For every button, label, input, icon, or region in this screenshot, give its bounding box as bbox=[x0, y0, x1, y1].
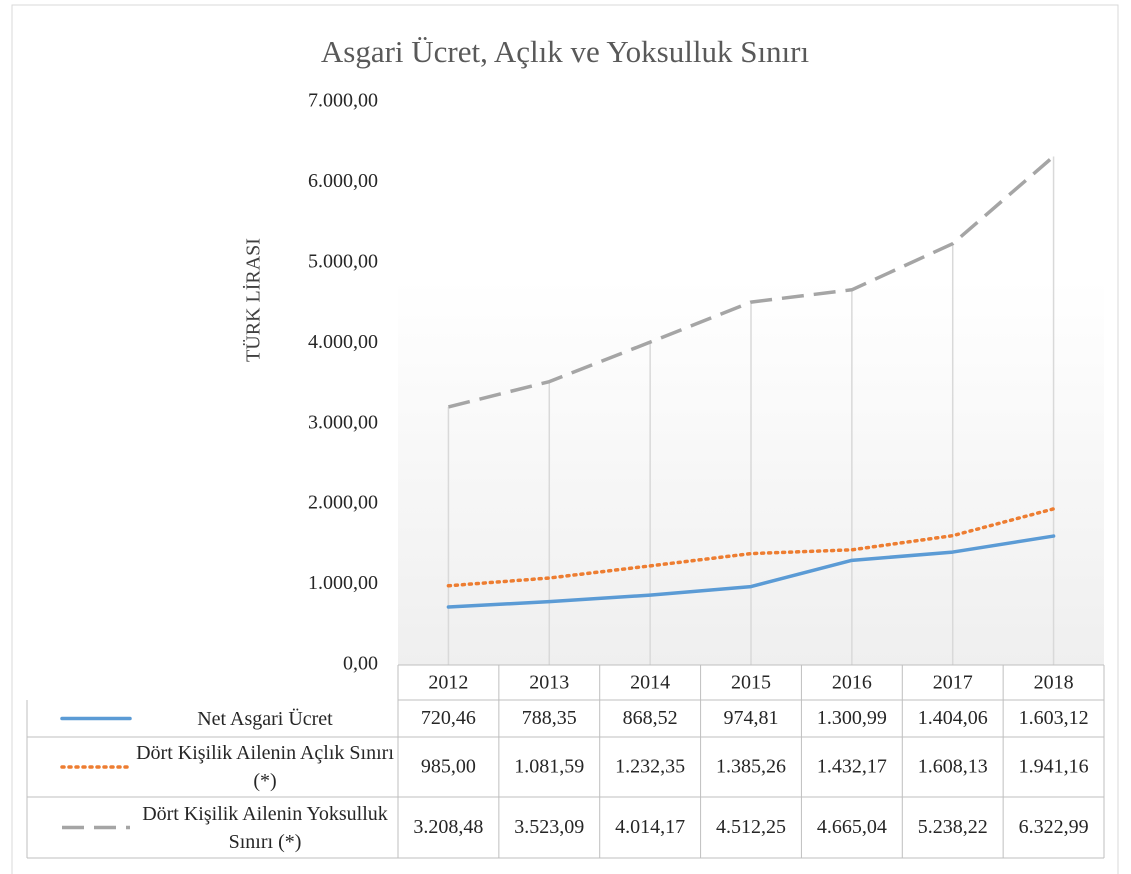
table-value: 5.238,22 bbox=[918, 816, 988, 838]
table-value: 1.603,12 bbox=[1019, 707, 1089, 729]
table-value: 1.300,99 bbox=[817, 707, 887, 729]
series-line bbox=[448, 155, 1055, 409]
table-value: 1.404,06 bbox=[918, 707, 988, 729]
series-line bbox=[446, 534, 1056, 609]
legend-label: Dört Kişilik Ailenin Yoksulluk Sınırı (*… bbox=[142, 802, 388, 853]
table-value: 1.432,17 bbox=[817, 756, 887, 778]
table-value: 3.208,48 bbox=[413, 816, 483, 838]
x-tick-label: 2014 bbox=[630, 672, 670, 694]
table-value: 1.385,26 bbox=[716, 756, 786, 778]
table-value: 1.232,35 bbox=[615, 756, 685, 778]
table-value: 4.665,04 bbox=[817, 816, 887, 838]
x-tick-label: 2015 bbox=[731, 672, 771, 694]
table-value: 6.322,99 bbox=[1019, 816, 1089, 838]
y-tick-label: 0,00 bbox=[343, 653, 378, 675]
y-axis-title: TÜRK LİRASI bbox=[242, 238, 265, 362]
table-value: 868,52 bbox=[623, 707, 678, 729]
legend-label: Dört Kişilik Ailenin Açlık Sınırı (*) bbox=[136, 742, 394, 792]
legend-label: Net Asgari Ücret bbox=[197, 707, 333, 730]
y-tick-label: 3.000,00 bbox=[308, 411, 378, 433]
table-value: 4.512,25 bbox=[716, 816, 786, 838]
y-tick-label: 2.000,00 bbox=[308, 492, 378, 514]
x-tick-label: 2013 bbox=[529, 672, 569, 694]
y-tick-label: 5.000,00 bbox=[308, 250, 378, 272]
x-tick-label: 2018 bbox=[1034, 672, 1074, 694]
y-tick-label: 6.000,00 bbox=[308, 170, 378, 192]
chart-border bbox=[11, 4, 1119, 874]
table-value: 3.523,09 bbox=[514, 816, 584, 838]
table-value: 788,35 bbox=[522, 707, 577, 729]
table-value: 1.081,59 bbox=[514, 756, 584, 778]
series-line bbox=[446, 507, 1056, 588]
table-value: 4.014,17 bbox=[615, 816, 685, 838]
y-tick-label: 1.000,00 bbox=[308, 572, 378, 594]
table-value: 720,46 bbox=[421, 707, 476, 729]
table-value: 1.608,13 bbox=[918, 756, 988, 778]
chart-title: Asgari Ücret, Açlık ve Yoksulluk Sınırı bbox=[321, 34, 810, 69]
table-value: 974,81 bbox=[724, 707, 779, 729]
x-tick-label: 2016 bbox=[832, 672, 872, 694]
x-tick-label: 2017 bbox=[933, 672, 973, 694]
y-tick-label: 4.000,00 bbox=[308, 331, 378, 353]
table-value: 1.941,16 bbox=[1019, 756, 1089, 778]
x-tick-label: 2012 bbox=[428, 672, 468, 694]
table-value: 985,00 bbox=[421, 756, 476, 778]
y-tick-label: 7.000,00 bbox=[308, 90, 378, 112]
